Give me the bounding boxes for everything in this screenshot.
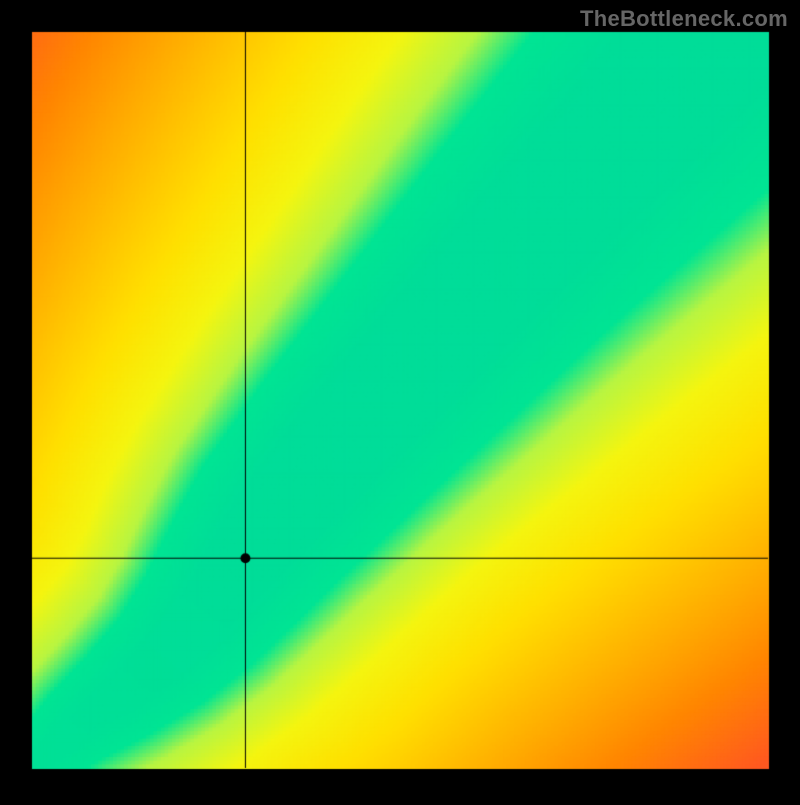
watermark-label: TheBottleneck.com xyxy=(580,6,788,32)
bottleneck-heatmap xyxy=(0,0,800,800)
